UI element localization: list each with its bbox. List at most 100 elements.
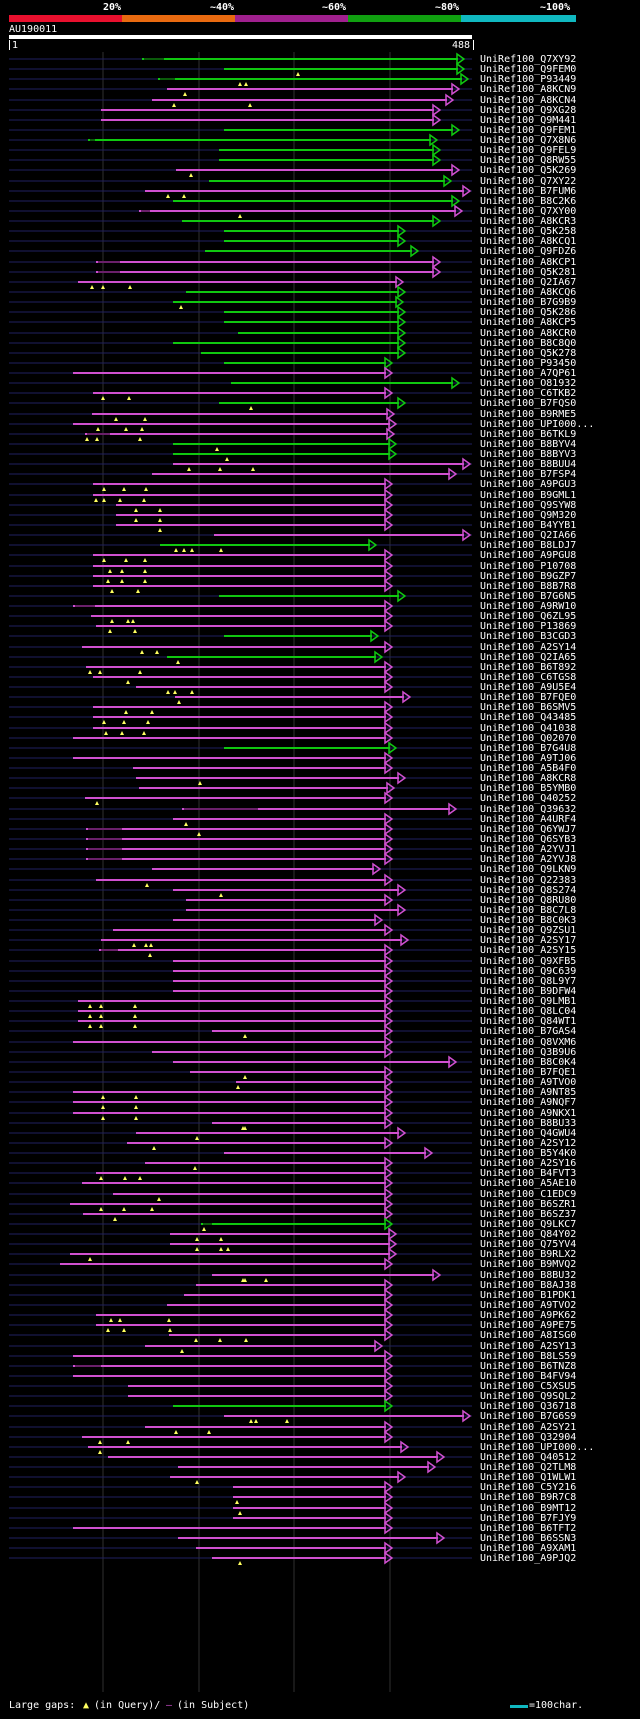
hit-label[interactable]: UniRef100_B7FUM6 bbox=[480, 186, 577, 197]
hit-label[interactable]: UniRef100_B4FV94 bbox=[480, 1371, 577, 1382]
hit-label[interactable]: UniRef100_UPI000... bbox=[480, 1442, 595, 1453]
hit-label[interactable]: UniRef100_B9R7C8 bbox=[480, 1492, 577, 1503]
hit-label[interactable]: UniRef100_A9PJQ2 bbox=[480, 1553, 577, 1564]
hit-label[interactable]: UniRef100_A4URF4 bbox=[480, 814, 577, 825]
hit-label[interactable]: UniRef100_A9NQF7 bbox=[480, 1097, 577, 1108]
hit-label[interactable]: UniRef100_B7G4U8 bbox=[480, 743, 577, 754]
hit-label[interactable]: UniRef100_Q2IA65 bbox=[480, 652, 577, 663]
hit-label[interactable]: UniRef100_A5AE10 bbox=[480, 1178, 577, 1189]
hit-label[interactable]: UniRef100_A8KCP1 bbox=[480, 257, 577, 268]
hit-label[interactable]: UniRef100_A9PE75 bbox=[480, 1320, 577, 1331]
hit-label[interactable]: UniRef100_Q1WLW1 bbox=[480, 1472, 577, 1483]
hit-label[interactable]: UniRef100_Q6SYB3 bbox=[480, 834, 577, 845]
hit-label[interactable]: UniRef100_C5Y216 bbox=[480, 1482, 577, 1493]
hit-label[interactable]: UniRef100_A2YVJ8 bbox=[480, 854, 577, 865]
hit-label[interactable]: UniRef100_B7G6N5 bbox=[480, 591, 577, 602]
hit-label[interactable]: UniRef100_B4FVT3 bbox=[480, 1168, 577, 1179]
hit-label[interactable]: UniRef100_Q9LKN9 bbox=[480, 864, 577, 875]
hit-label[interactable]: UniRef100_Q9FEL9 bbox=[480, 145, 577, 156]
hit-label[interactable]: UniRef100_B9GML1 bbox=[480, 490, 577, 501]
hit-label[interactable]: UniRef100_A9TJ06 bbox=[480, 753, 577, 764]
hit-label[interactable]: UniRef100_Q32904 bbox=[480, 1432, 577, 1443]
hit-label[interactable]: UniRef100_Q7X8N6 bbox=[480, 135, 577, 146]
hit-label[interactable]: UniRef100_B8BU33 bbox=[480, 1118, 577, 1129]
hit-label[interactable]: UniRef100_B9DFW4 bbox=[480, 986, 577, 997]
hit-label[interactable]: UniRef100_A9PK62 bbox=[480, 1310, 577, 1321]
hit-label[interactable]: UniRef100_A2SY12 bbox=[480, 1138, 577, 1149]
hit-label[interactable]: UniRef100_B6SMV5 bbox=[480, 702, 577, 713]
hit-label[interactable]: UniRef100_Q43485 bbox=[480, 712, 577, 723]
hit-label[interactable]: UniRef100_B9GZP7 bbox=[480, 571, 577, 582]
hit-label[interactable]: UniRef100_Q9FEM1 bbox=[480, 125, 577, 136]
hit-label[interactable]: UniRef100_B7G9B9 bbox=[480, 297, 577, 308]
hit-label[interactable]: UniRef100_B7FJY9 bbox=[480, 1513, 577, 1524]
hit-label[interactable]: UniRef100_A9RW10 bbox=[480, 601, 577, 612]
hit-label[interactable]: UniRef100_B8C2K6 bbox=[480, 196, 577, 207]
hit-label[interactable]: UniRef100_A8KCN4 bbox=[480, 95, 577, 106]
hit-label[interactable]: UniRef100_Q7XY92 bbox=[480, 54, 577, 65]
hit-label[interactable]: UniRef100_Q6YWJ7 bbox=[480, 824, 577, 835]
hit-label[interactable]: UniRef100_P13869 bbox=[480, 621, 577, 632]
hit-label[interactable]: UniRef100_A8KCN9 bbox=[480, 84, 577, 95]
hit-label[interactable]: UniRef100_A8ISG0 bbox=[480, 1330, 577, 1341]
hit-label[interactable]: UniRef100_Q2IA67 bbox=[480, 277, 577, 288]
hit-label[interactable]: UniRef100_A9PGU8 bbox=[480, 550, 577, 561]
hit-label[interactable]: UniRef100_B7FQS0 bbox=[480, 398, 577, 409]
hit-label[interactable]: UniRef100_B8C0K4 bbox=[480, 1057, 577, 1068]
hit-label[interactable]: UniRef100_B8B7R8 bbox=[480, 581, 577, 592]
hit-label[interactable]: UniRef100_Q8S274 bbox=[480, 885, 577, 896]
hit-label[interactable]: UniRef100_A9NKX1 bbox=[480, 1108, 577, 1119]
hit-label[interactable]: UniRef100_Q84Y02 bbox=[480, 1229, 577, 1240]
hit-label[interactable]: UniRef100_A2SY15 bbox=[480, 945, 577, 956]
hit-label[interactable]: UniRef100_A5B4F0 bbox=[480, 763, 577, 774]
hit-label[interactable]: UniRef100_B4YYB1 bbox=[480, 520, 577, 531]
hit-label[interactable]: UniRef100_Q9ZSU1 bbox=[480, 925, 577, 936]
hit-label[interactable]: UniRef100_B6TKL9 bbox=[480, 429, 577, 440]
hit-label[interactable]: UniRef100_Q4GWU4 bbox=[480, 1128, 577, 1139]
hit-label[interactable]: UniRef100_B8LS59 bbox=[480, 1351, 577, 1362]
hit-label[interactable]: UniRef100_B8BYV3 bbox=[480, 449, 577, 460]
hit-label[interactable]: UniRef100_Q9SYW8 bbox=[480, 500, 577, 511]
hit-label[interactable]: UniRef100_Q9XFB5 bbox=[480, 956, 577, 967]
hit-label[interactable]: UniRef100_A2SY17 bbox=[480, 935, 577, 946]
hit-label[interactable]: UniRef100_B6SZR1 bbox=[480, 1199, 577, 1210]
hit-label[interactable]: UniRef100_Q40512 bbox=[480, 1452, 577, 1463]
hit-label[interactable]: UniRef100_A2SY21 bbox=[480, 1422, 577, 1433]
hit-label[interactable]: UniRef100_B5YMB0 bbox=[480, 783, 577, 794]
hit-label[interactable]: UniRef100_Q22383 bbox=[480, 875, 577, 886]
hit-label[interactable]: UniRef100_Q9LKC7 bbox=[480, 1219, 577, 1230]
hit-label[interactable]: UniRef100_Q75YV4 bbox=[480, 1239, 577, 1250]
hit-label[interactable]: UniRef100_Q8VXM6 bbox=[480, 1037, 577, 1048]
hit-label[interactable]: UniRef100_A8KCR0 bbox=[480, 328, 577, 339]
hit-label[interactable]: UniRef100_Q8LC04 bbox=[480, 1006, 577, 1017]
hit-label[interactable]: UniRef100_B6T892 bbox=[480, 662, 577, 673]
hit-label[interactable]: UniRef100_B5Y4K0 bbox=[480, 1148, 577, 1159]
hit-label[interactable]: UniRef100_A9NT85 bbox=[480, 1087, 577, 1098]
hit-label[interactable]: UniRef100_Q7XY22 bbox=[480, 176, 577, 187]
hit-label[interactable]: UniRef100_Q5K269 bbox=[480, 165, 577, 176]
hit-label[interactable]: UniRef100_B7GAS4 bbox=[480, 1026, 577, 1037]
hit-label[interactable]: UniRef100_P93449 bbox=[480, 74, 577, 85]
hit-label[interactable]: UniRef100_B3CGD3 bbox=[480, 631, 577, 642]
hit-label[interactable]: UniRef100_A9TVO0 bbox=[480, 1077, 577, 1088]
hit-label[interactable]: UniRef100_Q3B9U6 bbox=[480, 1047, 577, 1058]
hit-label[interactable]: UniRef100_B8AJ38 bbox=[480, 1280, 577, 1291]
hit-label[interactable]: UniRef100_A2SY16 bbox=[480, 1158, 577, 1169]
hit-label[interactable]: UniRef100_Q7XY00 bbox=[480, 206, 577, 217]
hit-label[interactable]: UniRef100_A9TVO2 bbox=[480, 1300, 577, 1311]
hit-label[interactable]: UniRef100_A8KCQ6 bbox=[480, 287, 577, 298]
hit-label[interactable]: UniRef100_B9MVQ2 bbox=[480, 1259, 577, 1270]
hit-label[interactable]: UniRef100_B6SZ37 bbox=[480, 1209, 577, 1220]
hit-label[interactable]: UniRef100_A8KCP5 bbox=[480, 317, 577, 328]
hit-label[interactable]: UniRef100_B7FSP4 bbox=[480, 469, 577, 480]
hit-label[interactable]: UniRef100_A8KCR3 bbox=[480, 216, 577, 227]
hit-label[interactable]: UniRef100_A2YVJ1 bbox=[480, 844, 577, 855]
hit-label[interactable]: UniRef100_B6SSN3 bbox=[480, 1533, 577, 1544]
hit-label[interactable]: UniRef100_Q41038 bbox=[480, 723, 577, 734]
hit-label[interactable]: UniRef100_Q9XG28 bbox=[480, 105, 577, 116]
hit-label[interactable]: UniRef100_Q5K281 bbox=[480, 267, 577, 278]
hit-label[interactable]: UniRef100_Q02070 bbox=[480, 733, 577, 744]
hit-label[interactable]: UniRef100_A2SY13 bbox=[480, 1341, 577, 1352]
hit-label[interactable]: UniRef100_Q84WT1 bbox=[480, 1016, 577, 1027]
hit-label[interactable]: UniRef100_C6TGS8 bbox=[480, 672, 577, 683]
